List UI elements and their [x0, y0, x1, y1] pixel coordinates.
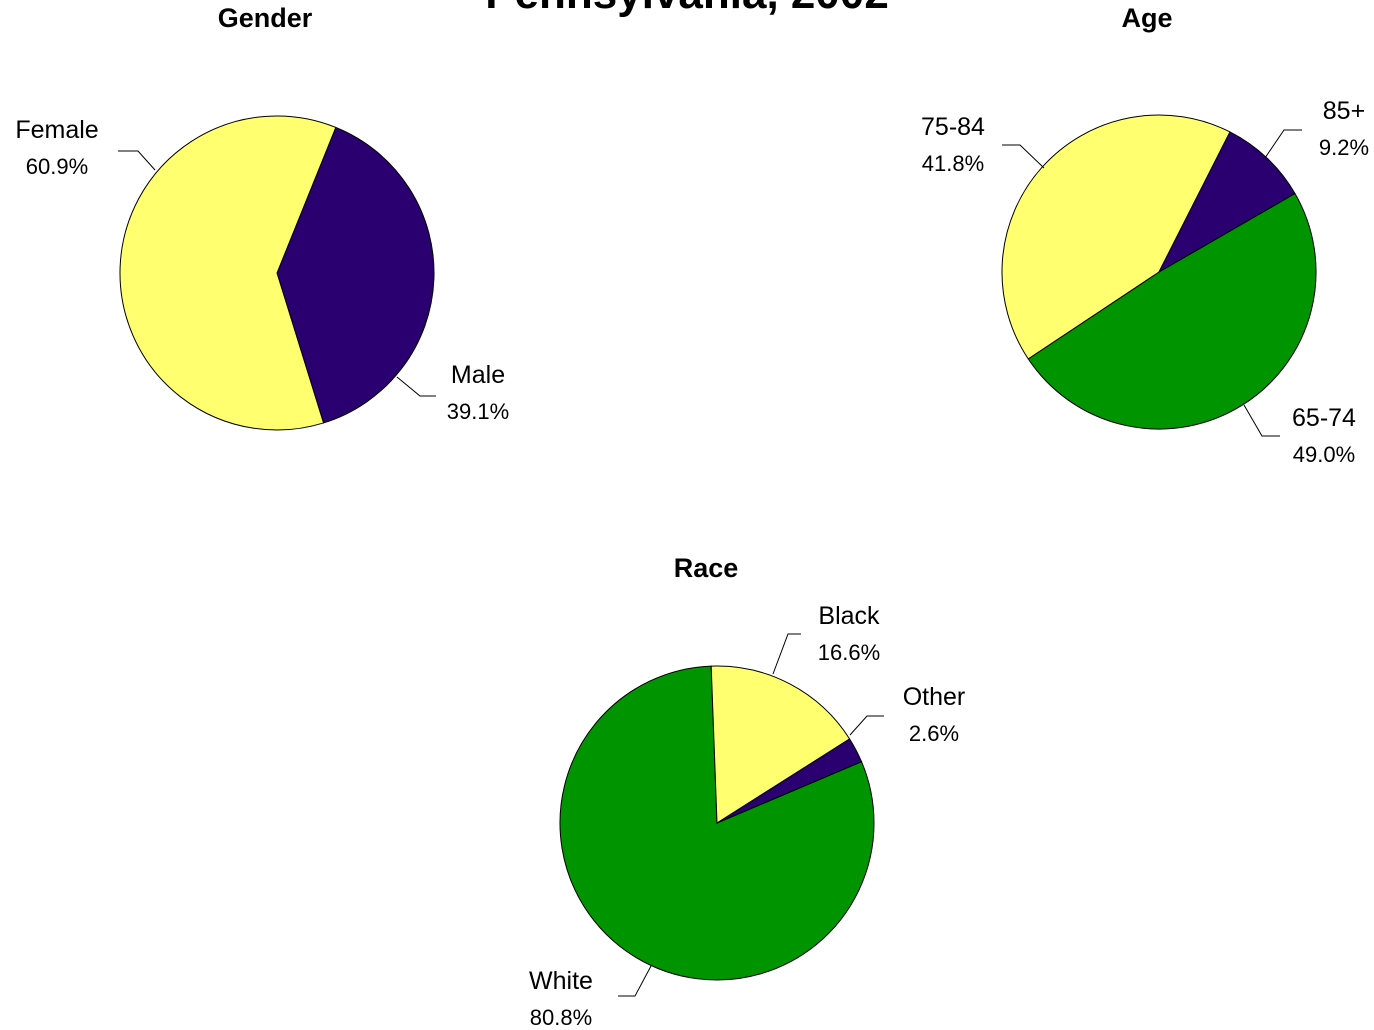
gender-label-female: Female	[15, 116, 98, 144]
race-leader-white	[618, 965, 652, 997]
age-chart-title: Age	[1121, 3, 1172, 33]
gender-label-male: Male	[451, 361, 505, 389]
race-slice-black	[710, 665, 851, 824]
age-label-85: 85+	[1323, 97, 1365, 125]
age-pie-chart: Age 65-74 49.0% 75-84 41.8% 85+ 9.2%	[921, 3, 1369, 467]
race-label-other: Other	[903, 683, 966, 711]
age-slice-65-74	[1027, 192, 1317, 430]
race-chart-title: Race	[674, 553, 739, 583]
race-value-black: 16.6%	[818, 640, 880, 665]
race-leader-black	[772, 633, 801, 675]
gender-slice-female	[119, 115, 337, 431]
page-title: Pennsylvania, 2002	[0, 0, 1374, 20]
gender-leader-female	[118, 150, 156, 171]
age-value-65-74: 49.0%	[1293, 442, 1355, 467]
gender-value-male: 39.1%	[447, 399, 509, 424]
gender-pie-chart: Gender Male 39.1% Female 60.9%	[15, 3, 509, 431]
race-value-white: 80.8%	[530, 1005, 592, 1030]
race-label-white: White	[529, 967, 593, 995]
race-value-other: 2.6%	[909, 721, 959, 746]
age-value-85: 9.2%	[1319, 135, 1369, 160]
race-leader-other	[849, 715, 884, 736]
age-leader-85	[1264, 129, 1302, 159]
gender-leader-male	[396, 376, 436, 397]
age-leader-65-74	[1243, 404, 1280, 437]
gender-slice-male	[276, 126, 435, 424]
gender-chart-title: Gender	[218, 3, 313, 33]
age-slice-75-84	[1001, 114, 1231, 360]
age-leader-75-84	[1002, 144, 1045, 169]
race-pie-chart: Race White 80.8% Black 16.6% Other 2.6%	[529, 553, 965, 1030]
gender-value-female: 60.9%	[26, 154, 88, 179]
race-label-black: Black	[818, 602, 880, 630]
age-label-75-84: 75-84	[921, 113, 985, 141]
age-value-75-84: 41.8%	[922, 151, 984, 176]
age-label-65-74: 65-74	[1292, 404, 1356, 432]
race-slice-other	[716, 738, 863, 824]
age-slice-85	[1157, 131, 1296, 274]
